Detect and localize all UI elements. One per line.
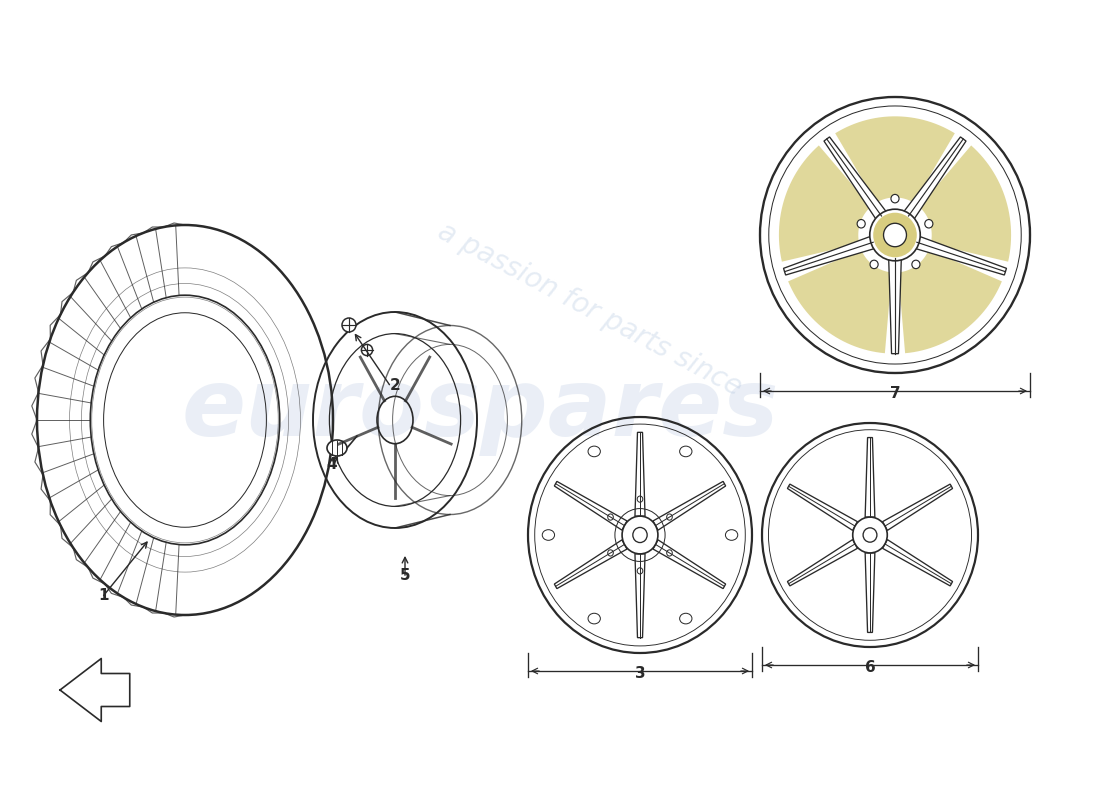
- Text: 6: 6: [865, 660, 876, 675]
- Circle shape: [362, 344, 373, 355]
- Ellipse shape: [912, 260, 920, 269]
- Ellipse shape: [883, 223, 906, 246]
- Circle shape: [342, 318, 356, 332]
- Text: 2: 2: [389, 378, 400, 393]
- Text: 4: 4: [327, 457, 338, 472]
- Polygon shape: [779, 146, 871, 262]
- Text: a passion for parts since: a passion for parts since: [433, 218, 747, 402]
- Polygon shape: [788, 539, 858, 586]
- Text: 7: 7: [890, 386, 900, 401]
- Polygon shape: [915, 236, 1006, 275]
- Polygon shape: [865, 438, 874, 517]
- Text: eurospares: eurospares: [182, 364, 779, 456]
- Polygon shape: [903, 137, 966, 220]
- Polygon shape: [882, 539, 953, 586]
- Polygon shape: [653, 482, 726, 530]
- Text: 5: 5: [399, 568, 410, 583]
- Polygon shape: [835, 116, 955, 203]
- Polygon shape: [653, 540, 726, 589]
- Polygon shape: [554, 482, 627, 530]
- Ellipse shape: [852, 517, 888, 553]
- Text: 3: 3: [635, 666, 646, 681]
- Ellipse shape: [632, 527, 647, 542]
- Ellipse shape: [327, 440, 346, 456]
- Polygon shape: [788, 250, 892, 354]
- Ellipse shape: [891, 194, 899, 203]
- Ellipse shape: [873, 213, 916, 258]
- Ellipse shape: [623, 516, 658, 554]
- Ellipse shape: [925, 219, 933, 228]
- Ellipse shape: [857, 219, 866, 228]
- Polygon shape: [635, 432, 645, 516]
- Polygon shape: [788, 484, 858, 530]
- Polygon shape: [899, 250, 1002, 354]
- Ellipse shape: [870, 209, 921, 261]
- Ellipse shape: [864, 528, 877, 542]
- Polygon shape: [554, 540, 627, 589]
- Polygon shape: [783, 236, 876, 275]
- Polygon shape: [920, 146, 1011, 262]
- Ellipse shape: [870, 260, 878, 269]
- Polygon shape: [865, 553, 874, 633]
- Polygon shape: [889, 258, 901, 354]
- Polygon shape: [635, 554, 645, 638]
- Polygon shape: [824, 137, 887, 220]
- Text: 1: 1: [98, 588, 109, 603]
- Polygon shape: [882, 484, 953, 530]
